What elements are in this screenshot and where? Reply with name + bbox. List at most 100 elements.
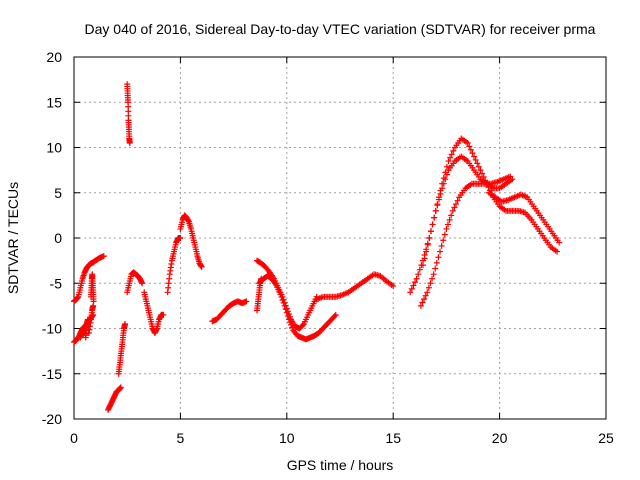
data-point (556, 239, 563, 246)
series-arc-3 (77, 302, 97, 341)
data-point (299, 322, 306, 329)
y-tick-label: -5 (50, 275, 63, 291)
data-point (423, 248, 430, 255)
data-point (284, 313, 291, 320)
y-axis-label: SDTVAR / TECUs (5, 182, 21, 294)
data-point (467, 146, 474, 153)
series-arc-17 (407, 153, 516, 296)
y-tick-label: 5 (54, 185, 62, 201)
data-point (422, 292, 429, 299)
x-tick-label: 10 (279, 430, 295, 446)
data-point (198, 263, 205, 270)
chart-title: Day 040 of 2016, Sidereal Day-to-day VTE… (85, 21, 596, 37)
x-tick-label: 0 (70, 430, 78, 446)
data-point (410, 282, 417, 289)
data-point (449, 207, 456, 214)
data-point (425, 284, 432, 291)
data-point (475, 163, 482, 170)
data-point (243, 298, 250, 305)
data-point (448, 212, 455, 219)
data-point (282, 306, 289, 313)
data-point (390, 282, 397, 289)
data-point (447, 154, 454, 161)
data-point (427, 228, 434, 235)
data-point (454, 197, 461, 204)
data-point (429, 221, 436, 228)
y-tick-label: 20 (46, 49, 62, 65)
data-point (445, 158, 452, 165)
data-point (477, 167, 484, 174)
series-arc-9 (141, 289, 167, 337)
data-point (415, 271, 422, 278)
data-point (440, 237, 447, 244)
data-point (419, 262, 426, 269)
data-point (277, 291, 284, 298)
data-point (117, 384, 124, 391)
data-point (426, 235, 433, 241)
data-point (258, 275, 265, 282)
data-point (408, 285, 415, 292)
data-point (466, 143, 473, 150)
data-point (482, 177, 489, 184)
data-point (421, 296, 428, 303)
series-arc-5 (105, 384, 124, 413)
data-point (443, 225, 450, 232)
x-tick-label: 25 (598, 430, 614, 446)
data-point (554, 248, 561, 255)
series-arc-16 (313, 271, 397, 303)
data-point (446, 216, 453, 223)
data-point (416, 266, 423, 273)
data-point (100, 253, 107, 260)
data-point (479, 170, 486, 177)
series-arc-7 (124, 81, 133, 146)
y-tick-label: -10 (42, 321, 62, 337)
data-point (440, 175, 447, 182)
data-point (448, 151, 455, 158)
data-point (421, 255, 428, 262)
data-point (464, 139, 471, 146)
x-tick-label: 15 (385, 430, 401, 446)
data-point (485, 184, 492, 191)
data-point (331, 313, 338, 320)
data-point (452, 201, 459, 208)
data-point (289, 324, 296, 331)
data-marks (71, 81, 563, 413)
data-point (469, 150, 476, 157)
data-point (441, 231, 448, 238)
data-point (280, 299, 287, 306)
data-point (160, 311, 167, 318)
data-point (407, 289, 414, 296)
series-arc-10 (164, 235, 184, 296)
data-point (431, 214, 438, 221)
data-point (444, 221, 451, 228)
data-point (413, 275, 420, 282)
series-arc-18 (417, 173, 514, 309)
data-point (278, 294, 285, 301)
data-point (279, 296, 286, 303)
grid (74, 57, 606, 419)
data-point (288, 321, 295, 328)
data-point (472, 156, 479, 163)
series-arc-12 (209, 298, 250, 325)
x-axis-label: GPS time / hours (287, 457, 394, 473)
data-point (437, 248, 444, 255)
data-point (281, 302, 288, 309)
data-point (122, 320, 129, 327)
data-point (419, 299, 426, 306)
y-tick-label: 0 (54, 230, 62, 246)
data-point (90, 298, 97, 305)
y-tick-label: -15 (42, 366, 62, 382)
data-point (435, 254, 442, 261)
data-point (450, 147, 457, 154)
data-point (429, 275, 436, 282)
data-point (442, 169, 449, 176)
x-tick-label: 5 (177, 430, 185, 446)
data-point (424, 289, 431, 296)
axis-ticks: 0 5 10 15 20 25 -20 -15 -10 -5 0 5 10 15 20 (42, 49, 614, 446)
data-point (443, 163, 450, 170)
data-point (437, 187, 444, 194)
data-point (434, 201, 441, 208)
data-point (332, 311, 339, 318)
y-tick-label: 10 (46, 140, 62, 156)
